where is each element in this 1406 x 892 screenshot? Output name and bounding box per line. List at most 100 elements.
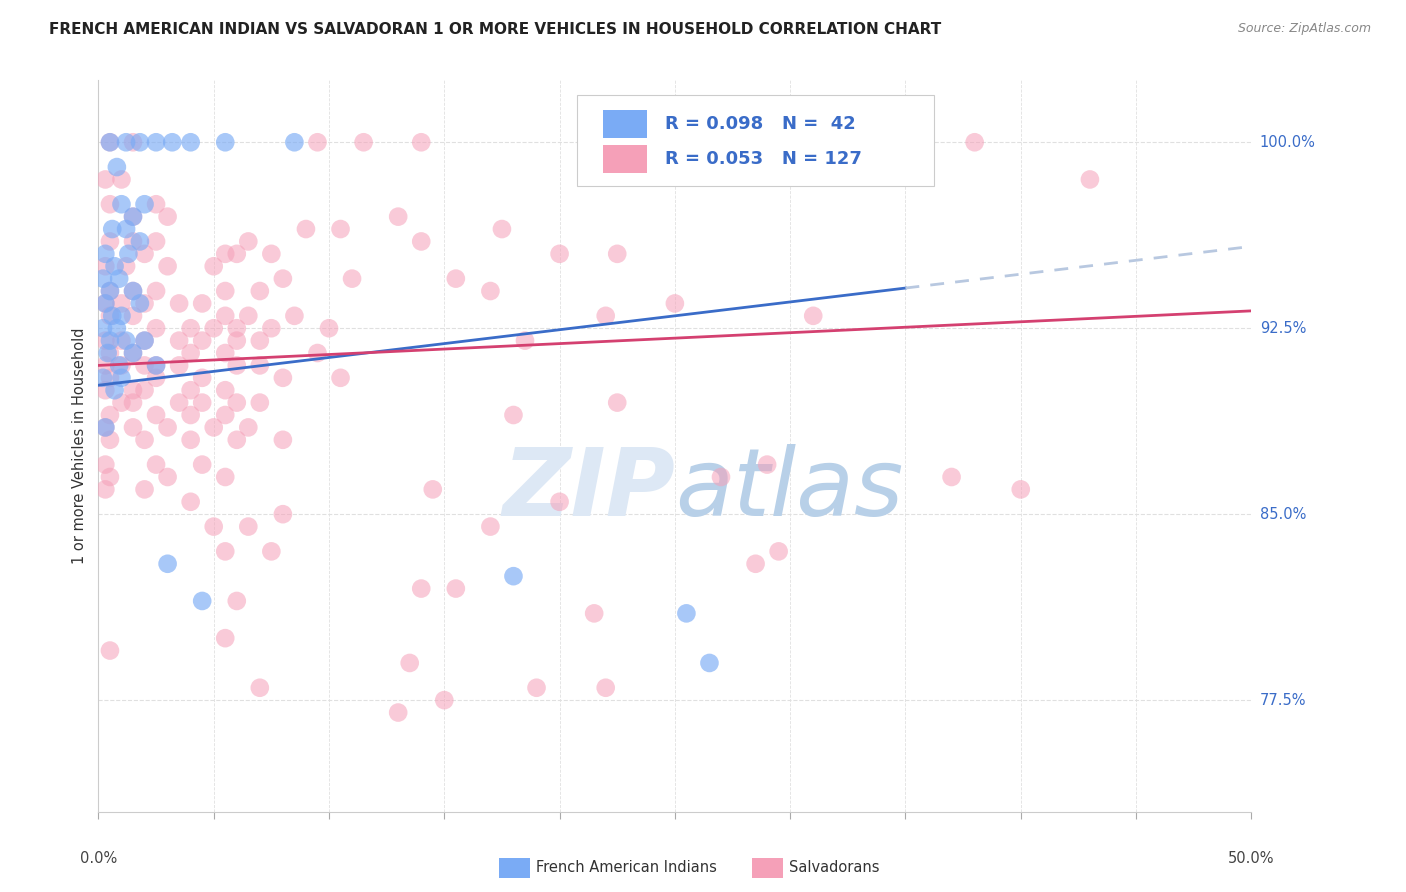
Point bbox=[156, 557, 179, 571]
Text: 100.0%: 100.0% bbox=[1260, 135, 1316, 150]
Point bbox=[97, 346, 120, 360]
Point bbox=[214, 470, 236, 484]
Point bbox=[756, 458, 779, 472]
Point bbox=[329, 222, 352, 236]
Point bbox=[98, 470, 121, 484]
Point bbox=[98, 197, 121, 211]
Point bbox=[422, 483, 444, 497]
Point bbox=[122, 284, 145, 298]
Point bbox=[214, 247, 236, 261]
FancyBboxPatch shape bbox=[576, 95, 935, 186]
Point bbox=[129, 296, 152, 310]
Point bbox=[318, 321, 340, 335]
Point bbox=[105, 321, 128, 335]
Point bbox=[1078, 172, 1101, 186]
Point bbox=[249, 334, 271, 348]
Point bbox=[110, 371, 132, 385]
Point bbox=[479, 519, 502, 533]
Point bbox=[433, 693, 456, 707]
Point bbox=[941, 470, 963, 484]
Point bbox=[214, 631, 236, 645]
Point bbox=[94, 172, 117, 186]
Point bbox=[122, 420, 145, 434]
Point bbox=[103, 383, 125, 397]
Point bbox=[94, 420, 117, 434]
Point bbox=[249, 359, 271, 373]
Point bbox=[238, 235, 260, 249]
Point bbox=[94, 296, 117, 310]
Point bbox=[768, 544, 790, 558]
Point bbox=[167, 395, 190, 409]
Point bbox=[98, 284, 121, 298]
Point bbox=[94, 458, 117, 472]
Point bbox=[260, 247, 283, 261]
Point bbox=[94, 383, 117, 397]
Point bbox=[180, 135, 202, 149]
Point bbox=[145, 359, 167, 373]
Point bbox=[145, 197, 167, 211]
Point bbox=[105, 160, 128, 174]
Text: 85.0%: 85.0% bbox=[1260, 507, 1306, 522]
Point bbox=[444, 582, 467, 596]
Text: 92.5%: 92.5% bbox=[1260, 321, 1306, 335]
Point bbox=[225, 433, 247, 447]
Point bbox=[191, 334, 214, 348]
Point bbox=[94, 483, 117, 497]
Point bbox=[225, 594, 247, 608]
Point bbox=[202, 420, 225, 434]
Point bbox=[122, 383, 145, 397]
Point bbox=[156, 470, 179, 484]
Point bbox=[271, 271, 294, 285]
Point bbox=[283, 135, 305, 149]
Point bbox=[202, 321, 225, 335]
Point bbox=[214, 284, 236, 298]
FancyBboxPatch shape bbox=[603, 145, 647, 173]
Point bbox=[180, 433, 202, 447]
Point bbox=[110, 359, 132, 373]
Point bbox=[214, 309, 236, 323]
Point bbox=[134, 359, 156, 373]
Point bbox=[295, 222, 318, 236]
Point bbox=[411, 135, 433, 149]
Point bbox=[117, 247, 139, 261]
Point bbox=[387, 706, 409, 720]
Point bbox=[98, 433, 121, 447]
Point bbox=[134, 296, 156, 310]
Point bbox=[122, 309, 145, 323]
Point bbox=[98, 235, 121, 249]
Point bbox=[134, 334, 156, 348]
Point bbox=[122, 284, 145, 298]
Point bbox=[134, 483, 156, 497]
Point bbox=[115, 334, 138, 348]
Point bbox=[249, 284, 271, 298]
Point bbox=[145, 359, 167, 373]
Point bbox=[225, 334, 247, 348]
Point bbox=[156, 259, 179, 273]
Point bbox=[145, 284, 167, 298]
Point bbox=[91, 321, 114, 335]
Point bbox=[98, 284, 121, 298]
Point bbox=[191, 458, 214, 472]
Point bbox=[214, 408, 236, 422]
Point bbox=[260, 321, 283, 335]
Point bbox=[411, 235, 433, 249]
Point bbox=[180, 321, 202, 335]
Point bbox=[225, 395, 247, 409]
Point bbox=[160, 135, 183, 149]
Point bbox=[134, 197, 156, 211]
Point bbox=[145, 135, 167, 149]
Point bbox=[94, 334, 117, 348]
Point bbox=[94, 359, 117, 373]
Point bbox=[329, 371, 352, 385]
Point bbox=[801, 309, 824, 323]
Point bbox=[122, 210, 145, 224]
Point bbox=[526, 681, 548, 695]
Point bbox=[283, 309, 305, 323]
Point bbox=[98, 334, 121, 348]
Point bbox=[271, 433, 294, 447]
Point bbox=[98, 135, 121, 149]
Point bbox=[110, 334, 132, 348]
Point bbox=[122, 235, 145, 249]
Point bbox=[595, 681, 617, 695]
Text: R = 0.053   N = 127: R = 0.053 N = 127 bbox=[665, 150, 862, 168]
